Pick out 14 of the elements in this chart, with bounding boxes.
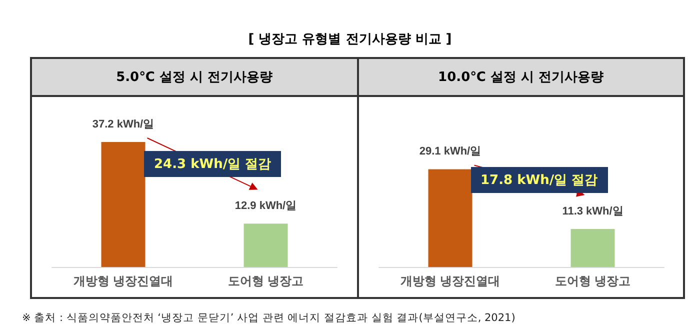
x-tick-label: 개방형 냉장진열대	[400, 274, 500, 288]
chart-title: 10.0℃ 설정 시 전기사용량	[358, 59, 683, 97]
x-tick-label: 개방형 냉장진열대	[74, 274, 173, 288]
data-label: 37.2 kWh/일	[92, 118, 154, 130]
data-label: 12.9 kWh/일	[234, 200, 297, 212]
text: ※ 출처 : 식품의약품안전처 ‘냉장고 문닫기’ 사업 관련 에너지 절감효과 실험 결과(부설연구소, 2021)	[22, 311, 516, 325]
data-label: 11.3 kWh/일	[562, 206, 623, 218]
annotation: 17.8 kWh/일 절감	[470, 167, 608, 194]
chart-title: 5.0℃ 설정 시 전기사용량	[32, 59, 356, 97]
x-tick-label: 도어형 냉장고	[554, 274, 630, 288]
annotation: 24.3 kWh/일 절감	[144, 150, 282, 177]
text: [ 냉장고 유형별 전기사용량 비교 ]	[247, 31, 453, 48]
data-label: 29.1 kWh/일	[418, 146, 481, 158]
x-tick-label: 도어형 냉장고	[228, 274, 304, 288]
